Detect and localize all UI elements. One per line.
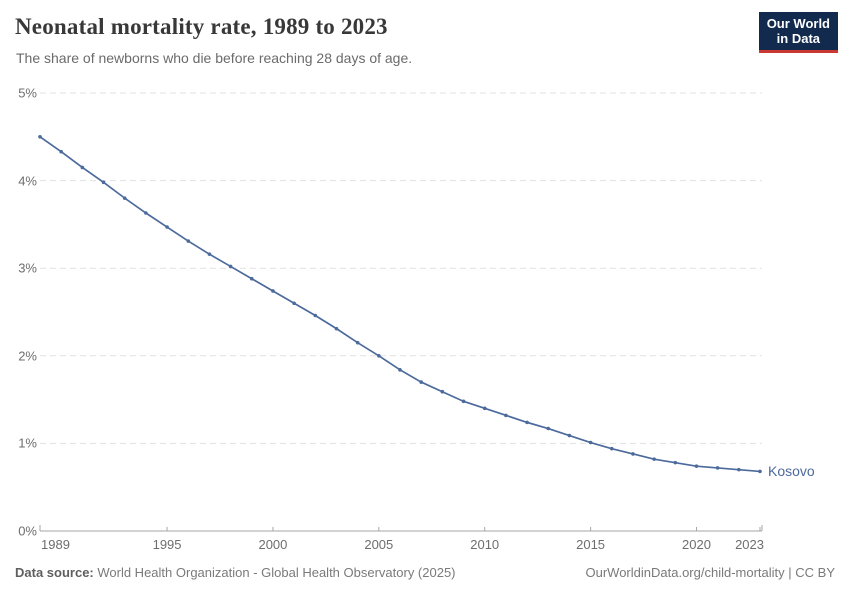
- y-tick-label: 3%: [18, 260, 37, 276]
- x-tick-label: 1989: [41, 537, 70, 552]
- x-tick-label: 2000: [258, 537, 288, 552]
- data-point: [588, 440, 593, 445]
- data-point: [38, 135, 42, 139]
- data-point: [377, 354, 381, 358]
- data-point: [609, 446, 614, 451]
- data-point: [249, 276, 254, 281]
- data-point: [758, 469, 762, 474]
- y-tick-label: 2%: [18, 348, 37, 364]
- y-tick-label: 5%: [18, 85, 37, 101]
- data-point: [398, 368, 402, 372]
- x-tick-label: 2010: [470, 537, 500, 552]
- data-source-label: Data source:: [15, 565, 94, 580]
- data-point: [546, 426, 551, 431]
- x-tick-label: 2005: [364, 537, 394, 552]
- data-point: [101, 180, 106, 185]
- data-point: [652, 457, 656, 461]
- data-point: [482, 406, 487, 411]
- data-source-note: Data source: World Health Organization -…: [15, 565, 456, 580]
- owid-url-license: OurWorldinData.org/child-mortality | CC …: [585, 565, 836, 580]
- data-point: [737, 467, 741, 472]
- data-point: [165, 225, 169, 229]
- chart-subtitle: The share of newborns who die before rea…: [16, 50, 413, 66]
- series-end-label-kosovo: Kosovo: [768, 463, 815, 480]
- data-point: [567, 433, 572, 438]
- data-point: [419, 380, 423, 384]
- y-tick-label: 4%: [18, 173, 37, 189]
- x-tick-label: 2015: [576, 537, 606, 552]
- data-point: [122, 196, 127, 200]
- chart-title: Neonatal mortality rate, 1989 to 2023: [15, 14, 388, 39]
- owid-logo-line2: in Data: [776, 31, 821, 46]
- data-point: [631, 452, 635, 456]
- chart-footer: Data source: World Health Organization -…: [15, 565, 835, 580]
- data-point: [525, 420, 529, 425]
- data-point: [694, 464, 699, 468]
- y-tick-label: 0%: [18, 523, 37, 539]
- data-point: [207, 252, 212, 256]
- data-point: [228, 264, 233, 269]
- data-point: [504, 413, 508, 418]
- data-point: [80, 165, 85, 170]
- data-source-text: World Health Organization - Global Healt…: [93, 565, 456, 580]
- data-line-kosovo: [39, 136, 761, 473]
- x-tick-label: 2023: [735, 537, 764, 552]
- data-point: [313, 313, 318, 318]
- x-tick-label: 2020: [682, 537, 711, 552]
- data-point: [186, 239, 191, 243]
- data-point: [59, 149, 63, 154]
- owid-logo-line1: Our World: [766, 16, 830, 31]
- x-tick-label: 1995: [152, 537, 182, 552]
- owid-logo: Our World in Data: [758, 12, 838, 53]
- data-point: [271, 289, 275, 293]
- data-point: [440, 389, 445, 394]
- data-point: [144, 211, 148, 215]
- data-point: [715, 466, 720, 470]
- y-tick-label: 1%: [18, 435, 37, 451]
- data-point: [334, 326, 339, 331]
- data-point: [673, 460, 678, 465]
- data-point: [461, 399, 466, 404]
- data-point: [355, 340, 360, 345]
- data-point: [292, 301, 296, 306]
